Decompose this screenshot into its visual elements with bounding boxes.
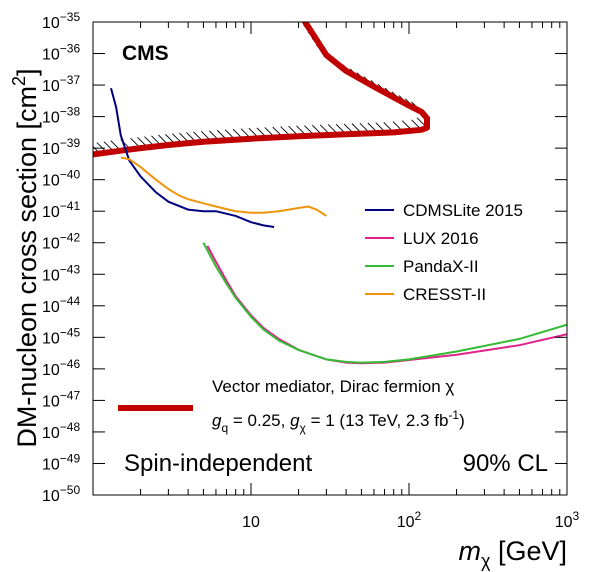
y-tick-label: 10−50 bbox=[42, 483, 80, 505]
legend-cms-line2: gq = 0.25, gχ = 1 (13 TeV, 2.3 fb-1) bbox=[212, 408, 465, 435]
y-tick-label: 10−45 bbox=[42, 325, 80, 347]
legend-label: PandaX-II bbox=[403, 257, 479, 276]
series-line-cresst-ii bbox=[120, 156, 327, 217]
tick-labels: 10−35 10−36 10−37 10−38 10−39 10−40 10−41 10−42… bbox=[42, 10, 580, 531]
analysis-label: Spin-independent bbox=[124, 450, 312, 477]
y-axis-label: DM-nucleon cross section [cm2] bbox=[9, 68, 42, 447]
y-tick-label: 10−40 bbox=[42, 168, 80, 190]
axis-ticks bbox=[92, 21, 568, 496]
series-line-cdmslite-2015 bbox=[110, 87, 275, 228]
legend-label: CRESST-II bbox=[403, 285, 486, 304]
y-tick-label: 10−49 bbox=[42, 451, 80, 473]
y-tick-label: 10−43 bbox=[42, 262, 80, 284]
x-axis-label: mχ [GeV] bbox=[459, 536, 567, 571]
y-tick-label: 10−38 bbox=[42, 105, 80, 127]
y-tick-label: 10−36 bbox=[42, 42, 80, 64]
y-tick-label: 10−39 bbox=[42, 136, 80, 158]
legend: CDMSLite 2015 LUX 2016 PandaX-II CRESST-II bbox=[365, 201, 523, 304]
series-line-lux-2016 bbox=[206, 245, 567, 365]
x-tick-label: 102 bbox=[397, 509, 422, 531]
y-tick-label: 10−41 bbox=[42, 199, 80, 221]
y-tick-label: 10−48 bbox=[42, 420, 80, 442]
x-tick-label: 10 bbox=[242, 514, 260, 531]
y-tick-label: 10−37 bbox=[42, 73, 80, 95]
plot-frame bbox=[92, 21, 568, 496]
cl-label: 90% CL bbox=[463, 450, 548, 477]
series-line-cms bbox=[93, 22, 430, 158]
experiment-label: CMS bbox=[122, 42, 169, 65]
legend-cms-line1: Vector mediator, Dirac fermion χ bbox=[212, 377, 454, 396]
x-tick-label: 103 bbox=[555, 509, 580, 531]
curves bbox=[93, 22, 567, 365]
y-tick-label: 10−46 bbox=[42, 357, 80, 379]
legend-label: CDMSLite 2015 bbox=[403, 201, 523, 220]
legend-label: LUX 2016 bbox=[403, 229, 479, 248]
series-line-pandax-ii bbox=[202, 242, 567, 364]
y-tick-label: 10−42 bbox=[42, 231, 80, 253]
y-tick-label: 10−47 bbox=[42, 388, 80, 410]
y-tick-label: 10−44 bbox=[42, 294, 80, 316]
y-tick-label: 10−35 bbox=[42, 10, 80, 32]
hatch-stroke bbox=[93, 153, 94, 155]
